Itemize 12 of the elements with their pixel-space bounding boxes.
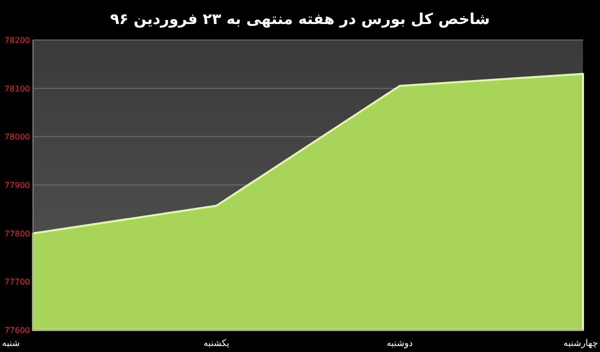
y-tick-label: 78000 [4, 132, 30, 142]
chart-title: شاخص کل بورس در هفته منتهی به ۲۳ فروردین ۹۶ [110, 10, 490, 28]
x-tick-label: چهارشنبه [563, 339, 598, 349]
y-tick-label: 78200 [4, 36, 30, 45]
x-tick-label: یکشنبه [203, 339, 230, 349]
y-tick-label: 77900 [4, 181, 30, 190]
y-tick-label: 77600 [4, 326, 30, 335]
x-tick-label: شنبه [2, 339, 20, 349]
y-tick-label: 77800 [4, 229, 30, 238]
x-tick-label: دوشنبه [386, 339, 413, 349]
y-tick-label: 77700 [4, 278, 30, 287]
y-tick-label: 78100 [4, 84, 30, 94]
